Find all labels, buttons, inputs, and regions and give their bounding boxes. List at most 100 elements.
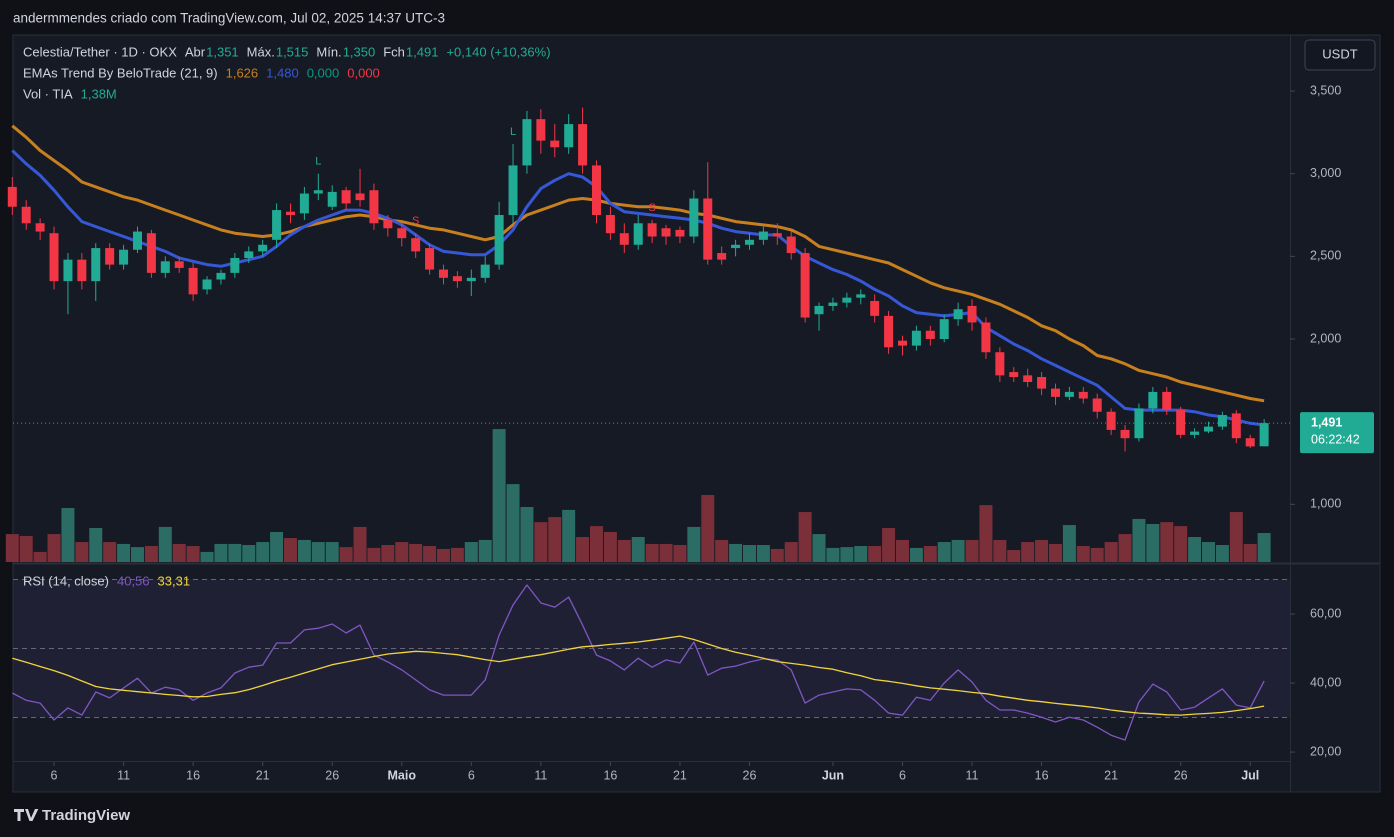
volume-bar (464, 542, 478, 562)
candle-body (856, 294, 866, 298)
candle-body (285, 211, 295, 216)
volume-bar (409, 543, 423, 562)
volume-bar (548, 517, 562, 562)
rsi-line (12, 635, 1265, 716)
candle-body (1064, 391, 1074, 397)
volume-bar (1021, 542, 1035, 562)
legend-ohlc-label: Abr (185, 44, 206, 59)
x-tick-label: Maio (388, 768, 417, 782)
legend-ohlc-value: 1,515 (276, 44, 309, 59)
y-tick-label: 3,000 (1310, 166, 1341, 180)
candle-body (578, 124, 588, 166)
volume-bar (687, 526, 701, 562)
volume-bar (965, 539, 979, 562)
candle-body (494, 215, 504, 265)
candle-body (1092, 398, 1102, 412)
volume-bar (1007, 550, 1021, 562)
volume-bar (1062, 525, 1076, 562)
usdt-button[interactable]: USDT (1304, 39, 1376, 71)
candle-body (63, 259, 73, 282)
volume-bar (576, 537, 590, 562)
volume-bar (339, 547, 353, 562)
x-tick-label: 11 (117, 768, 130, 782)
x-tick-label: 6 (51, 768, 58, 782)
volume-bar (993, 539, 1007, 562)
volume-bar (61, 508, 75, 562)
volume-bar (242, 544, 256, 562)
currency-label[interactable]: USDT (1322, 46, 1357, 61)
logo-mark (14, 809, 39, 821)
legend-rsi: RSI (14, close) (23, 573, 109, 588)
footer-logo: TradingView (14, 807, 130, 824)
legend-symbol: Celestia/Tether · 1D · OKX (23, 44, 177, 59)
legend-change: +0,140 (+10,36%) (446, 44, 550, 59)
candle-body (703, 198, 713, 260)
volume-bar (381, 544, 395, 562)
legend-ema-extra: 0,000 (307, 65, 340, 80)
volume-bar (1160, 522, 1174, 562)
volume-bar (645, 543, 659, 562)
candle-body (772, 233, 782, 237)
candle-body (522, 119, 532, 166)
volume-bar (617, 539, 631, 562)
candle-body (49, 233, 59, 282)
x-tick-label: 16 (603, 768, 617, 782)
candle-body (675, 229, 685, 237)
y-tick-label: 2,000 (1310, 331, 1341, 345)
candle-body (369, 190, 379, 224)
legend-ema-extra: 0,000 (347, 65, 380, 80)
volume-bar (715, 539, 729, 562)
x-tick-label: 16 (186, 768, 200, 782)
y-tick-label: 1,000 (1310, 497, 1341, 511)
candle-body (397, 228, 407, 239)
volume-bar (130, 547, 144, 562)
volume-bar (75, 542, 89, 562)
candle-body (1203, 426, 1213, 432)
legend-ema-value: 1,626 (226, 65, 259, 80)
volume-bar (311, 542, 325, 562)
candle-body (1245, 438, 1255, 447)
volume-bar (1076, 546, 1090, 562)
legend-ohlc-label: Mín. (316, 44, 341, 59)
candle-body (550, 140, 560, 148)
legend-ohlc-label: Fch (383, 44, 405, 59)
volume-bar (1257, 533, 1271, 562)
x-tick-label: Jun (822, 768, 844, 782)
candle-body (1190, 431, 1200, 435)
volume-bar (283, 538, 297, 562)
candle-body (216, 272, 226, 280)
volume-bar (562, 509, 576, 562)
volume-bar (1243, 543, 1257, 562)
x-tick-label: 26 (1174, 768, 1188, 782)
volume-bar (5, 534, 19, 562)
volume-bar (882, 527, 896, 562)
candle-body (633, 223, 643, 245)
candle-body (230, 257, 240, 273)
volume-bar (200, 551, 214, 562)
legend-ema-value: 1,480 (266, 65, 299, 80)
footer-brand: TradingView (42, 807, 130, 824)
candle-body (1050, 388, 1060, 397)
candle-body (1106, 411, 1116, 430)
ema-line (11, 149, 1265, 427)
volume-bar (1118, 534, 1132, 562)
candle-body (870, 300, 880, 316)
volume-bar (895, 539, 909, 562)
volume-bar (1090, 547, 1104, 562)
volume-bar (1146, 523, 1160, 562)
candle-body (7, 186, 17, 207)
volume-bar (395, 542, 409, 562)
x-tick-label: 26 (743, 768, 757, 782)
volume-bar (256, 542, 270, 562)
x-tick-label: 6 (468, 768, 475, 782)
candle-body (564, 124, 574, 148)
volume-bar (353, 526, 367, 562)
legend-volume-value: 1,38M (81, 86, 117, 101)
rsi-line (11, 584, 1265, 741)
volume-bar (186, 546, 200, 562)
candle-body (160, 261, 170, 273)
last-price-box (1300, 412, 1374, 454)
usdt-button-box[interactable] (1304, 39, 1376, 71)
candle-body (355, 193, 365, 201)
